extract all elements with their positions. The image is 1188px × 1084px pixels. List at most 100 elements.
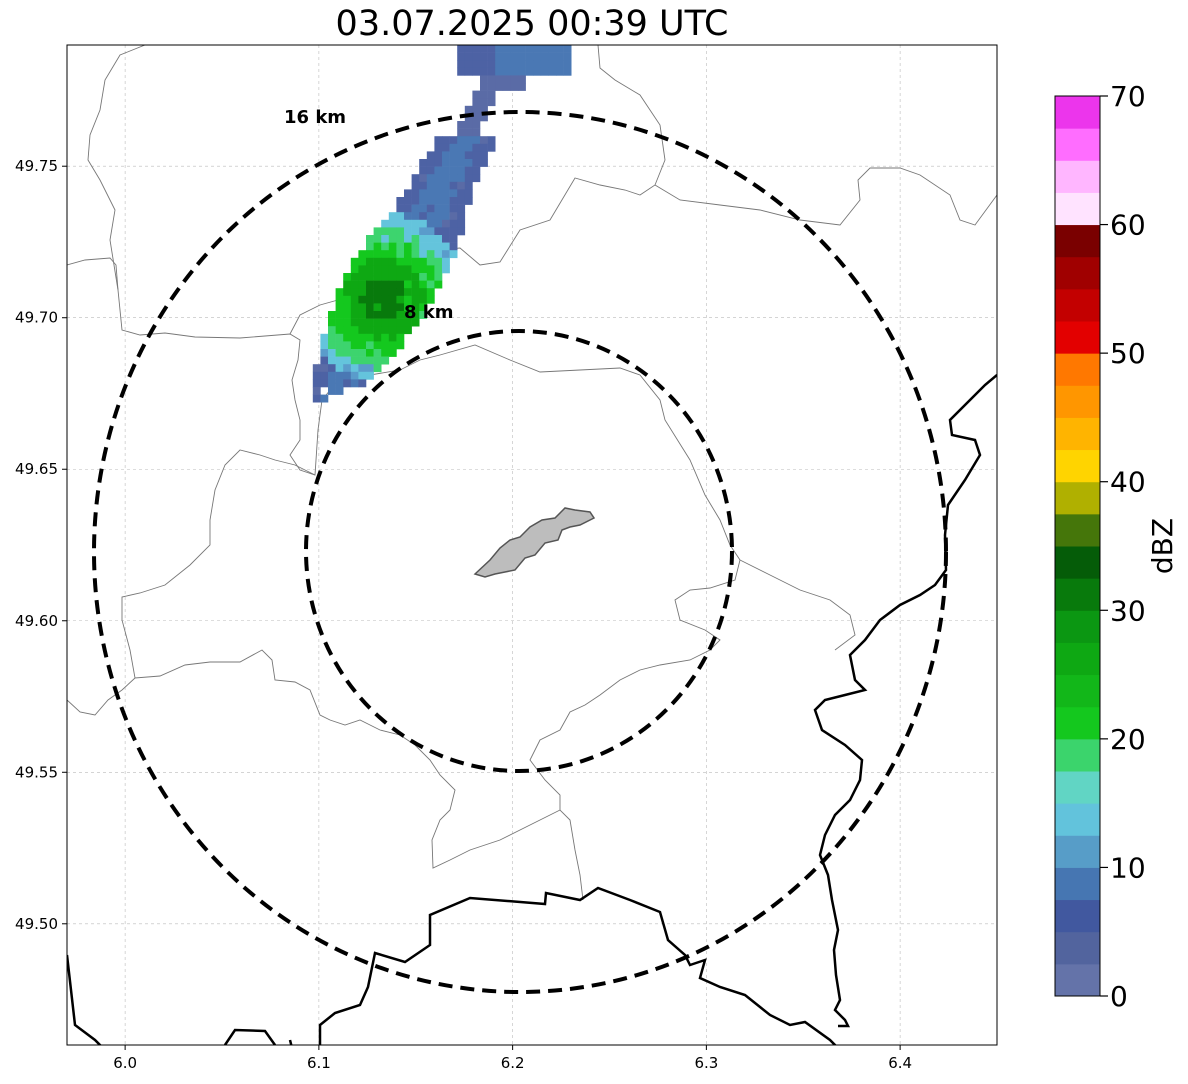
reflectivity-cell bbox=[548, 67, 557, 76]
reflectivity-cell bbox=[472, 98, 481, 107]
y-tick-label: 49.55 bbox=[15, 763, 58, 781]
reflectivity-cell bbox=[312, 371, 321, 380]
reflectivity-cell bbox=[533, 67, 542, 76]
national-borders bbox=[67, 374, 997, 1045]
reflectivity-cell bbox=[457, 204, 466, 213]
reflectivity-cell bbox=[457, 189, 466, 198]
reflectivity-cell bbox=[373, 227, 382, 236]
reflectivity-cell bbox=[434, 273, 443, 281]
reflectivity-cell bbox=[381, 341, 390, 350]
reflectivity-cell bbox=[366, 364, 374, 373]
reflectivity-cell bbox=[472, 174, 481, 183]
reflectivity-cell bbox=[548, 52, 557, 61]
reflectivity-cell bbox=[373, 265, 382, 274]
reflectivity-cell bbox=[449, 159, 458, 167]
reflectivity-cell bbox=[350, 371, 359, 380]
reflectivity-cell bbox=[502, 75, 511, 84]
reflectivity-cell bbox=[472, 60, 481, 69]
reflectivity-cell bbox=[525, 60, 534, 69]
reflectivity-cell bbox=[366, 356, 374, 365]
reflectivity-cell bbox=[358, 303, 367, 312]
reflectivity-cell bbox=[350, 288, 359, 297]
reflectivity-cell bbox=[419, 174, 428, 183]
reflectivity-cell bbox=[396, 295, 405, 304]
reflectivity-cell bbox=[419, 280, 428, 289]
reflectivity-cell bbox=[396, 212, 405, 221]
reflectivity-cell bbox=[350, 265, 359, 274]
y-axis-ticks: 49.50 49.55 49.60 49.65 49.70 49.75 bbox=[15, 157, 67, 933]
reflectivity-cell bbox=[350, 295, 359, 304]
reflectivity-cell bbox=[381, 257, 390, 266]
reflectivity-cell bbox=[373, 242, 382, 251]
reflectivity-cell bbox=[563, 67, 572, 76]
reflectivity-cell bbox=[472, 67, 481, 76]
reflectivity-cell bbox=[404, 250, 412, 259]
reflectivity-cell bbox=[548, 60, 557, 69]
reflectivity-cell bbox=[457, 166, 466, 175]
reflectivity-cell bbox=[495, 52, 504, 61]
reflectivity-cell bbox=[404, 227, 412, 236]
colorbar-bin bbox=[1055, 288, 1100, 322]
reflectivity-cell bbox=[457, 60, 466, 69]
reflectivity-cell bbox=[328, 379, 336, 388]
reflectivity-cell bbox=[411, 242, 420, 251]
reflectivity-cell bbox=[518, 75, 526, 84]
reflectivity-cell bbox=[419, 181, 428, 190]
reflectivity-cell bbox=[464, 143, 473, 152]
reflectivity-cell bbox=[366, 250, 374, 259]
reflectivity-cell bbox=[502, 67, 511, 76]
reflectivity-cell bbox=[472, 121, 481, 129]
reflectivity-cell bbox=[381, 303, 390, 312]
reflectivity-cell bbox=[373, 341, 382, 350]
reflectivity-cell bbox=[335, 333, 344, 342]
map-frame bbox=[66, 44, 998, 1046]
reflectivity-cell bbox=[350, 341, 359, 350]
reflectivity-cell bbox=[411, 295, 420, 304]
reflectivity-cell bbox=[563, 60, 572, 69]
reflectivity-cell bbox=[358, 288, 367, 297]
colorbar-tick-label: 50 bbox=[1110, 337, 1146, 370]
reflectivity-cell bbox=[404, 235, 412, 243]
reflectivity-cell bbox=[411, 288, 420, 297]
colorbar-tick-label: 40 bbox=[1110, 466, 1146, 499]
reflectivity-cell bbox=[434, 197, 443, 205]
reflectivity-cell bbox=[434, 265, 443, 274]
reflectivity-cell bbox=[442, 250, 450, 259]
reflectivity-cell bbox=[426, 204, 435, 213]
x-tick-label: 6.0 bbox=[113, 1054, 137, 1072]
reflectivity-cell bbox=[404, 318, 412, 327]
reflectivity-cell bbox=[373, 288, 382, 297]
reflectivity-cell bbox=[472, 113, 481, 122]
reflectivity-cell bbox=[350, 349, 359, 357]
reflectivity-cell bbox=[366, 265, 374, 274]
map-title: 03.07.2025 00:39 UTC bbox=[335, 4, 729, 44]
reflectivity-cell bbox=[328, 356, 336, 365]
reflectivity-cell bbox=[312, 379, 321, 388]
reflectivity-cell bbox=[404, 288, 412, 297]
reflectivity-cell bbox=[419, 288, 428, 297]
colorbar-frame bbox=[1054, 95, 1101, 997]
reflectivity-cell bbox=[335, 349, 344, 357]
reflectivity-cell bbox=[396, 273, 405, 281]
colorbar-bin bbox=[1055, 385, 1100, 418]
reflectivity-cell bbox=[366, 257, 374, 266]
reflectivity-cell bbox=[434, 219, 443, 228]
reflectivity-cell bbox=[396, 333, 405, 342]
reflectivity-cell bbox=[350, 273, 359, 281]
reflectivity-cell bbox=[411, 212, 420, 221]
reflectivity-cell bbox=[426, 197, 435, 205]
reflectivity-cell bbox=[411, 265, 420, 274]
reflectivity-cell bbox=[335, 326, 344, 335]
reflectivity-cell bbox=[358, 273, 367, 281]
reflectivity-cell bbox=[328, 326, 336, 335]
reflectivity-cell bbox=[366, 235, 374, 243]
reflectivity-cell bbox=[426, 265, 435, 274]
reflectivity-cell bbox=[328, 371, 336, 380]
colorbar-bin bbox=[1055, 256, 1100, 290]
reflectivity-cell bbox=[472, 90, 481, 99]
reflectivity-cell bbox=[457, 219, 466, 228]
reflectivity-cell bbox=[434, 204, 443, 213]
reflectivity-cell bbox=[487, 45, 496, 53]
colorbar-bin bbox=[1055, 481, 1100, 515]
reflectivity-cell bbox=[411, 273, 420, 281]
